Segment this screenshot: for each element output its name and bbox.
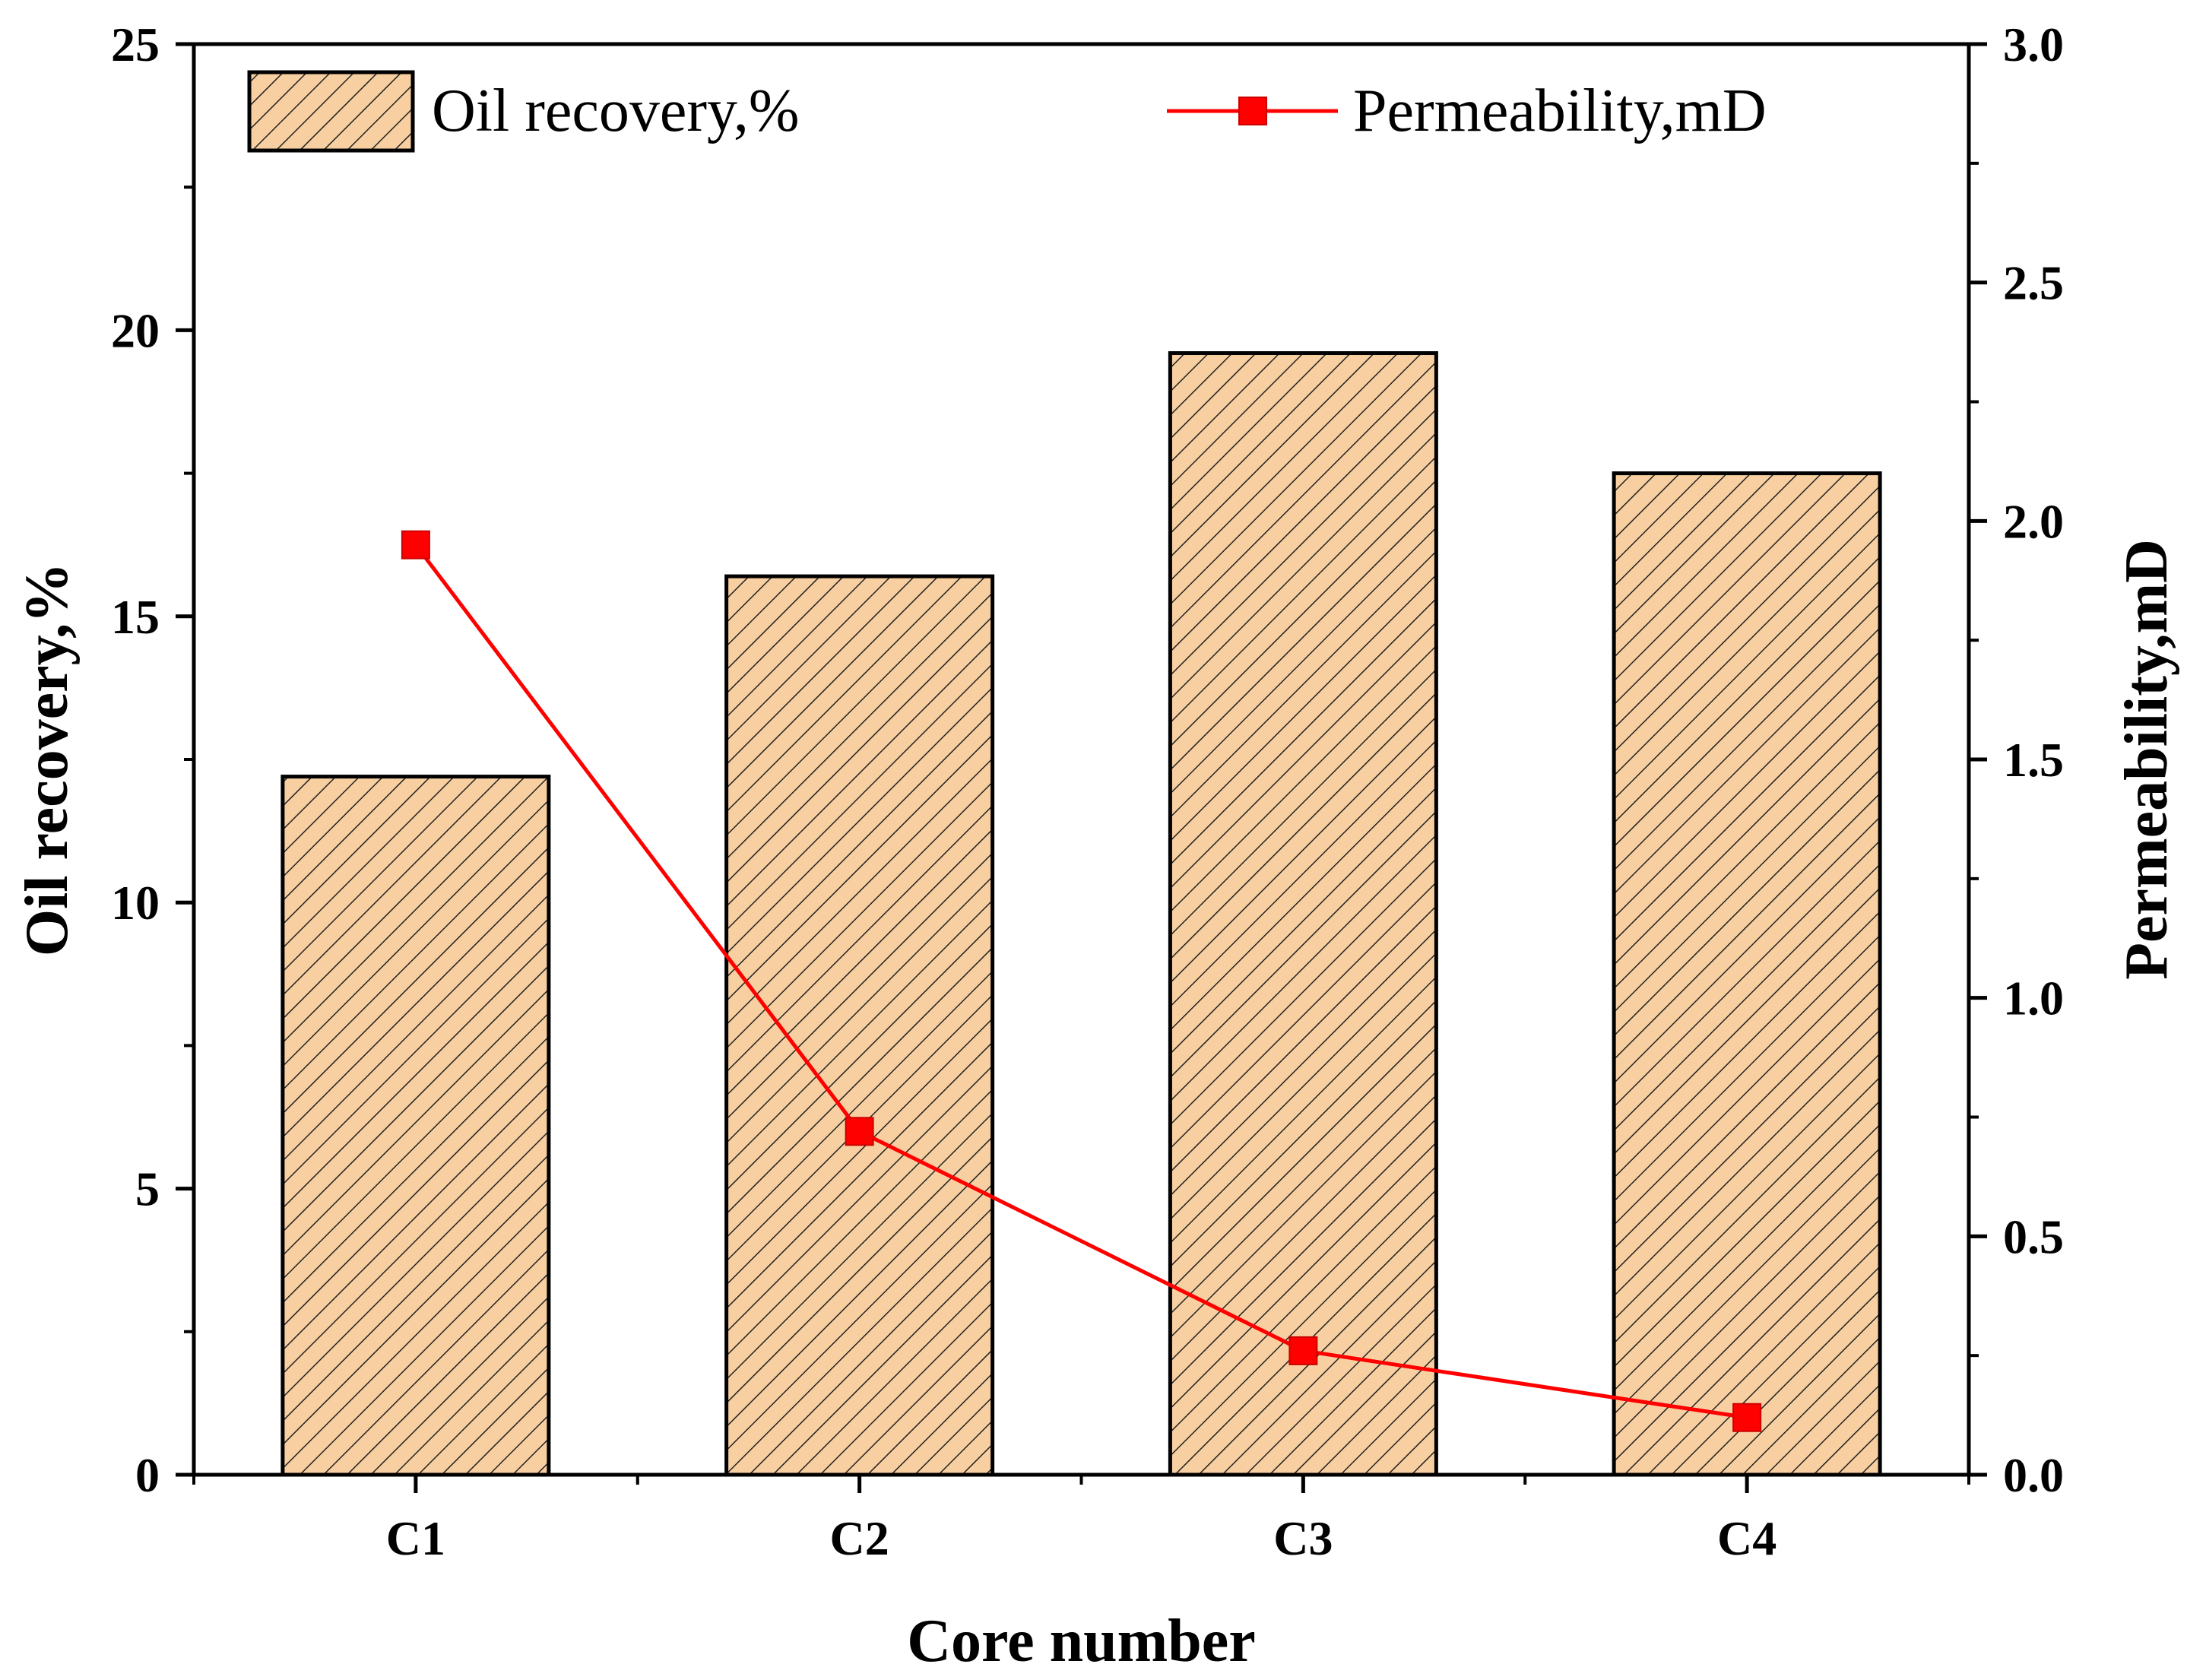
y-tick-label: 25: [111, 17, 160, 71]
bar-c4: [1612, 471, 1882, 1477]
y2-tick-label: 2.5: [2003, 256, 2064, 310]
permeability-point-c2: [845, 1117, 874, 1146]
y-tick-label: 15: [111, 590, 160, 644]
y-axis-title: Oil recovery,%: [14, 563, 81, 956]
y2-tick-label: 0.5: [2003, 1209, 2064, 1263]
x-tick-label: C1: [386, 1511, 445, 1565]
bar-c1: [281, 775, 551, 1477]
x-tick-label: C2: [830, 1511, 889, 1565]
y-tick-label: 10: [111, 876, 160, 930]
y-tick-label: 0: [135, 1448, 160, 1502]
x-axis-title: Core number: [907, 1608, 1255, 1675]
y2-tick-label: 0.0: [2003, 1448, 2064, 1502]
permeability-point-c3: [1288, 1336, 1318, 1365]
y2-axis-title: Permeability,mD: [2113, 539, 2180, 980]
legend: Oil recovery,% Permeability,mD: [247, 70, 1767, 153]
x-tick-label: C3: [1273, 1511, 1333, 1565]
legend-label-oil-recovery: Oil recovery,%: [432, 78, 799, 144]
ticks-layer: 0 5 10 15 20 25 0.0 0.5 1.0 1.5 2.0 2.5 3.0 C1 C2 C3 C4: [111, 17, 2064, 1565]
bar-c3: [1168, 351, 1438, 1477]
permeability-point-c1: [401, 530, 430, 559]
permeability-line: [414, 544, 1748, 1420]
y2-tick-label: 2.0: [2003, 494, 2064, 548]
permeability-point-c4: [1732, 1403, 1762, 1432]
permeability-line-layer: [401, 530, 1762, 1432]
legend-square-marker: [1238, 97, 1267, 125]
bars-layer: [281, 351, 1882, 1477]
legend-label-permeability: Permeability,mD: [1353, 78, 1767, 144]
y2-tick-label: 1.0: [2003, 972, 2064, 1025]
y2-tick-label: 3.0: [2003, 17, 2064, 71]
bar-c2: [724, 574, 995, 1477]
y2-tick-label: 1.5: [2003, 733, 2064, 787]
legend-bar-swatch: [247, 70, 415, 153]
x-tick-label: C4: [1717, 1511, 1777, 1565]
y-tick-label: 5: [135, 1162, 160, 1216]
y-tick-label: 20: [111, 303, 160, 357]
